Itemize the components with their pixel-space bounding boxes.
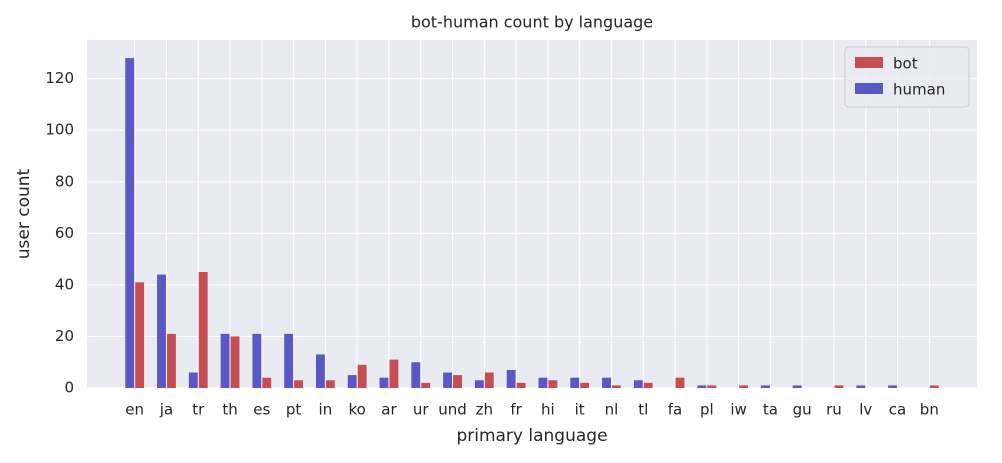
bar (315, 354, 325, 388)
bar (325, 380, 335, 388)
x-tick-label: zh (476, 401, 493, 419)
bar (389, 359, 399, 388)
y-tick-label: 120 (45, 69, 74, 87)
bar (421, 382, 431, 388)
legend-label: bot (893, 55, 918, 73)
chart-title: bot-human count by language (411, 13, 653, 32)
bar (188, 372, 198, 388)
bar (602, 377, 611, 388)
y-tick-label: 100 (45, 121, 74, 139)
bar (856, 385, 866, 388)
bar (157, 274, 166, 388)
bar (929, 385, 939, 388)
legend-label: human (893, 81, 945, 99)
bar (453, 375, 462, 388)
x-tick-label: en (125, 401, 144, 419)
bar (611, 385, 621, 388)
bar (135, 282, 145, 388)
x-tick-label: ar (381, 401, 397, 419)
bar (516, 382, 526, 388)
bar (888, 385, 898, 388)
x-tick-label: in (319, 401, 333, 419)
bar (230, 336, 240, 388)
x-tick-label: und (438, 401, 467, 419)
y-tick-label: 80 (55, 172, 74, 190)
x-tick-label: pl (700, 401, 714, 419)
bar (707, 385, 717, 388)
bar (294, 380, 304, 388)
bar (484, 372, 494, 388)
bar (548, 380, 558, 388)
x-tick-label: ru (826, 401, 842, 419)
bar (633, 380, 643, 388)
bar (739, 385, 749, 388)
plot-area (87, 40, 977, 388)
legend-swatch (855, 57, 883, 68)
bar (198, 272, 208, 388)
bar (379, 377, 389, 388)
x-tick-label: it (575, 401, 585, 419)
bar (697, 385, 707, 388)
x-tick-label: bn (920, 401, 939, 419)
bar (166, 333, 176, 388)
y-tick-label: 40 (55, 275, 74, 293)
x-tick-label: ko (349, 401, 366, 419)
x-tick-label: tl (638, 401, 648, 419)
bar (411, 362, 421, 388)
x-tick-label: ta (763, 401, 778, 419)
bar (506, 369, 516, 388)
bar (538, 377, 548, 388)
bar (580, 382, 590, 388)
bar (760, 385, 770, 388)
x-tick-label: hi (541, 401, 555, 419)
bar (443, 372, 453, 388)
x-tick-label: ur (413, 401, 430, 419)
bar (252, 333, 262, 388)
x-tick-label: nl (605, 401, 619, 419)
bar (357, 364, 367, 388)
x-tick-label: fr (510, 401, 522, 419)
x-tick-label: es (253, 401, 270, 419)
y-tick-label: 0 (64, 379, 74, 397)
x-tick-label: fa (668, 401, 682, 419)
x-tick-label: lv (859, 401, 872, 419)
bar (675, 377, 685, 388)
x-axis-label: primary language (456, 426, 607, 446)
y-axis-label: user count (14, 168, 34, 259)
bar (643, 382, 653, 388)
x-tick-label: th (222, 401, 237, 419)
x-tick-label: gu (793, 401, 812, 419)
bar (792, 385, 802, 388)
legend-swatch (855, 83, 883, 94)
x-tick-label: tr (192, 401, 205, 419)
bar (220, 333, 230, 388)
bar (570, 377, 580, 388)
x-tick-label: iw (730, 401, 746, 419)
bar (262, 377, 272, 388)
x-tick-label: ca (889, 401, 906, 419)
x-tick-label: ja (159, 401, 173, 419)
bar (834, 385, 844, 388)
y-tick-label: 20 (55, 327, 74, 345)
y-tick-label: 60 (55, 224, 74, 242)
bar (125, 58, 135, 389)
x-tick-label: pt (286, 401, 302, 419)
bar (347, 375, 357, 388)
bar (284, 333, 294, 388)
bar (474, 380, 484, 388)
